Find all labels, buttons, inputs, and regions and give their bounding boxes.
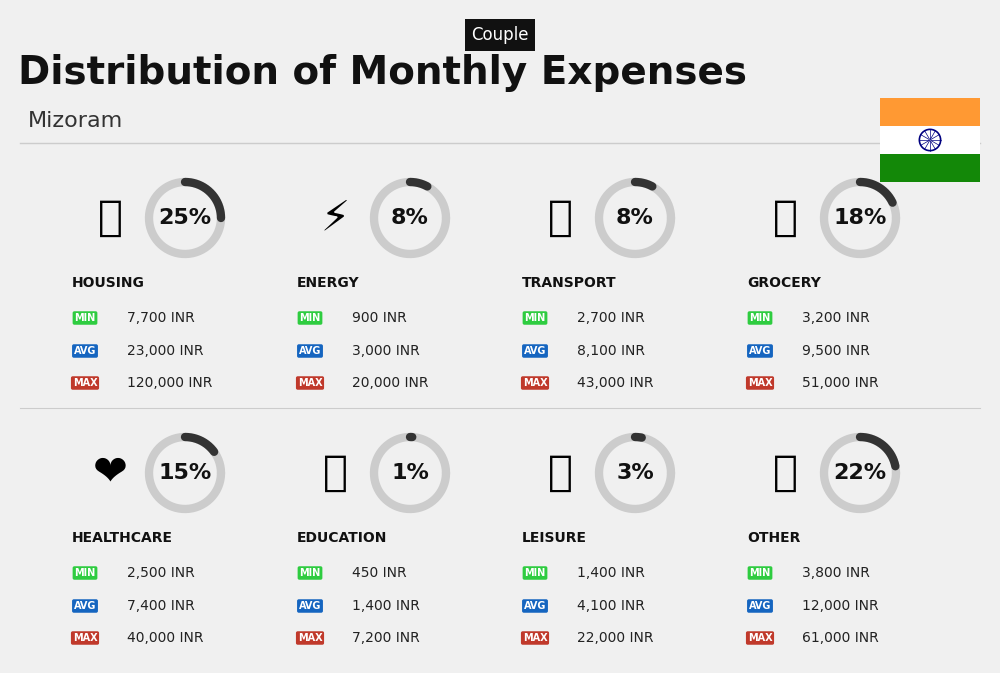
Text: MAX: MAX [523, 378, 547, 388]
Text: MAX: MAX [748, 633, 772, 643]
Text: AVG: AVG [749, 346, 771, 356]
Text: MAX: MAX [298, 378, 322, 388]
Text: 22,000 INR: 22,000 INR [577, 631, 654, 645]
Text: 🚌: 🚌 [548, 197, 572, 239]
Text: 450 INR: 450 INR [352, 566, 407, 580]
Text: 7,700 INR: 7,700 INR [127, 311, 195, 325]
Text: 3,800 INR: 3,800 INR [802, 566, 870, 580]
Text: MIN: MIN [524, 313, 546, 323]
Text: HEALTHCARE: HEALTHCARE [72, 531, 173, 545]
Text: OTHER: OTHER [747, 531, 800, 545]
Text: AVG: AVG [524, 601, 546, 611]
Text: 22%: 22% [833, 463, 887, 483]
Text: 2,500 INR: 2,500 INR [127, 566, 195, 580]
Text: 8%: 8% [391, 208, 429, 228]
Text: 4,100 INR: 4,100 INR [577, 599, 645, 613]
Text: 🛍️: 🛍️ [548, 452, 572, 494]
Text: MIN: MIN [749, 313, 771, 323]
Text: 1,400 INR: 1,400 INR [352, 599, 420, 613]
Text: MAX: MAX [748, 378, 772, 388]
Text: 120,000 INR: 120,000 INR [127, 376, 212, 390]
FancyBboxPatch shape [880, 98, 980, 126]
Text: 43,000 INR: 43,000 INR [577, 376, 654, 390]
Text: MIN: MIN [299, 568, 321, 578]
Text: 🏢: 🏢 [98, 197, 123, 239]
Text: 🛒: 🛒 [772, 197, 798, 239]
Text: MAX: MAX [298, 633, 322, 643]
Text: Mizoram: Mizoram [28, 111, 123, 131]
Text: AVG: AVG [299, 346, 321, 356]
Text: TRANSPORT: TRANSPORT [522, 276, 617, 290]
Text: 61,000 INR: 61,000 INR [802, 631, 879, 645]
Text: 18%: 18% [833, 208, 887, 228]
Text: MIN: MIN [74, 568, 96, 578]
Text: AVG: AVG [749, 601, 771, 611]
Text: ENERGY: ENERGY [297, 276, 360, 290]
Text: GROCERY: GROCERY [747, 276, 821, 290]
Text: ⚡: ⚡ [320, 197, 350, 239]
Text: 23,000 INR: 23,000 INR [127, 344, 204, 358]
Text: 8,100 INR: 8,100 INR [577, 344, 645, 358]
Text: AVG: AVG [299, 601, 321, 611]
Text: 51,000 INR: 51,000 INR [802, 376, 879, 390]
Text: Couple: Couple [471, 26, 529, 44]
Text: LEISURE: LEISURE [522, 531, 587, 545]
Text: 2,700 INR: 2,700 INR [577, 311, 645, 325]
Text: 25%: 25% [158, 208, 212, 228]
Text: AVG: AVG [524, 346, 546, 356]
Text: 40,000 INR: 40,000 INR [127, 631, 204, 645]
Text: MAX: MAX [73, 633, 97, 643]
Text: 🎓: 🎓 [322, 452, 348, 494]
Text: 900 INR: 900 INR [352, 311, 407, 325]
FancyBboxPatch shape [880, 126, 980, 154]
Text: Distribution of Monthly Expenses: Distribution of Monthly Expenses [18, 54, 747, 92]
Text: HOUSING: HOUSING [72, 276, 145, 290]
Text: 3,000 INR: 3,000 INR [352, 344, 420, 358]
Text: EDUCATION: EDUCATION [297, 531, 387, 545]
Text: MIN: MIN [749, 568, 771, 578]
Text: MIN: MIN [524, 568, 546, 578]
Text: 1,400 INR: 1,400 INR [577, 566, 645, 580]
Text: 3%: 3% [616, 463, 654, 483]
Text: 12,000 INR: 12,000 INR [802, 599, 879, 613]
Text: 👜: 👜 [772, 452, 798, 494]
Text: 9,500 INR: 9,500 INR [802, 344, 870, 358]
Text: 20,000 INR: 20,000 INR [352, 376, 429, 390]
Text: 15%: 15% [158, 463, 212, 483]
Text: MAX: MAX [73, 378, 97, 388]
Text: 8%: 8% [616, 208, 654, 228]
Text: AVG: AVG [74, 601, 96, 611]
Text: 7,200 INR: 7,200 INR [352, 631, 420, 645]
Text: 7,400 INR: 7,400 INR [127, 599, 195, 613]
Text: AVG: AVG [74, 346, 96, 356]
Text: 3,200 INR: 3,200 INR [802, 311, 870, 325]
Text: MIN: MIN [299, 313, 321, 323]
FancyBboxPatch shape [880, 154, 980, 182]
Text: MAX: MAX [523, 633, 547, 643]
Text: 1%: 1% [391, 463, 429, 483]
Text: MIN: MIN [74, 313, 96, 323]
Text: ❤️: ❤️ [93, 452, 127, 494]
